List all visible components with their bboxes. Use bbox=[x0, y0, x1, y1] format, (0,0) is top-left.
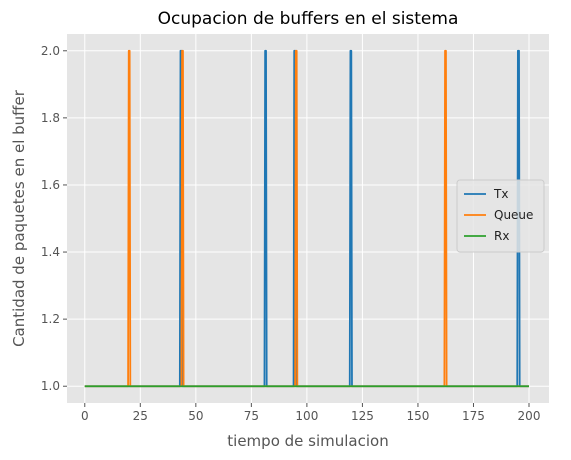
chart-title: Ocupacion de buffers en el sistema bbox=[158, 9, 459, 29]
x-tick-label: 50 bbox=[188, 409, 203, 423]
x-tick-label: 125 bbox=[351, 409, 374, 423]
legend: Tx Queue Rx bbox=[457, 180, 544, 252]
y-tick-label: 1.6 bbox=[41, 178, 60, 192]
y-tick-label: 2.0 bbox=[41, 44, 60, 58]
x-tick-label: 75 bbox=[244, 409, 259, 423]
x-axis-label: tiempo de simulacion bbox=[227, 432, 388, 450]
x-tick-label: 150 bbox=[406, 409, 429, 423]
x-axis-ticks: 0 25 50 75 100 125 150 175 200 bbox=[81, 403, 541, 423]
y-tick-label: 1.8 bbox=[41, 111, 60, 125]
y-axis-ticks: 1.0 1.2 1.4 1.6 1.8 2.0 bbox=[41, 44, 67, 393]
y-tick-label: 1.0 bbox=[41, 379, 60, 393]
y-tick-label: 1.2 bbox=[41, 312, 60, 326]
legend-label-rx: Rx bbox=[494, 229, 509, 243]
y-tick-label: 1.4 bbox=[41, 245, 60, 259]
x-tick-label: 200 bbox=[518, 409, 541, 423]
legend-label-queue: Queue bbox=[494, 208, 533, 222]
x-tick-label: 100 bbox=[295, 409, 318, 423]
x-tick-label: 175 bbox=[462, 409, 485, 423]
y-axis-label: Cantidad de paquetes en el buffer bbox=[10, 89, 28, 347]
legend-label-tx: Tx bbox=[493, 187, 508, 201]
x-tick-label: 25 bbox=[133, 409, 148, 423]
x-tick-label: 0 bbox=[81, 409, 89, 423]
